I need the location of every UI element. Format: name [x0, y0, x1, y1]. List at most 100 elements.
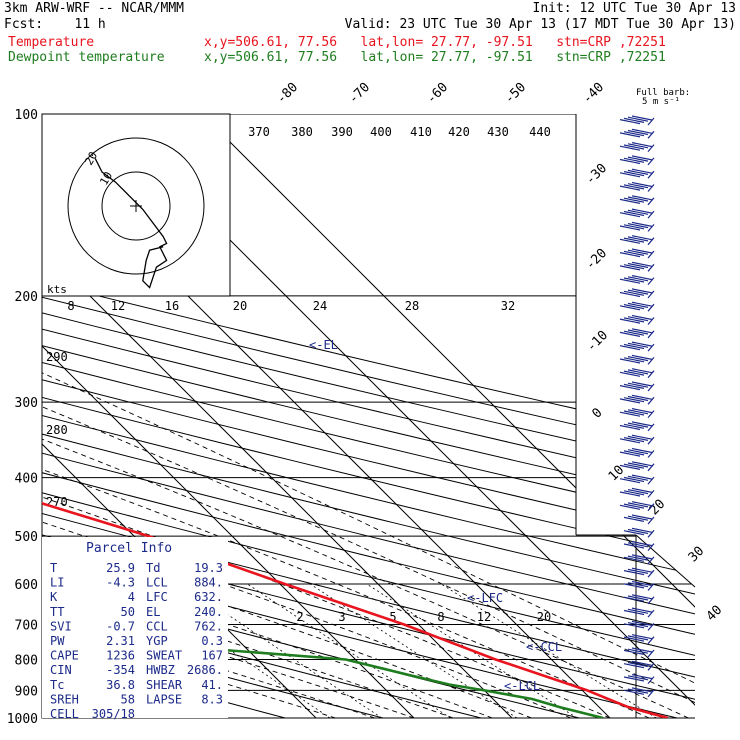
pressure-label: 200	[15, 290, 38, 305]
pressure-label: 1000	[7, 712, 38, 727]
isotherm-label: -20	[583, 246, 610, 273]
wind-barb-flag	[623, 530, 645, 536]
wind-barb-flag	[623, 609, 645, 616]
wind-barb	[619, 368, 655, 379]
parcel-label: Tc	[50, 678, 64, 692]
parcel-label: LFC	[146, 590, 168, 604]
wind-barb-flag	[623, 623, 645, 629]
wind-barb-flag	[627, 329, 649, 335]
wind-barb	[619, 354, 655, 365]
isotherm-label: -60	[424, 80, 451, 107]
parcel-value: 2.31	[106, 634, 135, 648]
wind-barb	[619, 275, 655, 285]
wind-barb-flag	[623, 343, 645, 350]
el-annotation: <-EL	[309, 338, 338, 352]
wind-barb	[619, 474, 655, 485]
wind-barb-flag	[631, 647, 653, 653]
wind-barb-flag	[619, 451, 641, 457]
pressure-label: 100	[15, 108, 38, 123]
parcel-value: 2686.	[187, 663, 223, 677]
wind-barb-flag	[631, 594, 653, 600]
wind-barb-flag	[619, 411, 641, 417]
wind-barb-flag	[631, 607, 653, 613]
isotherm-label: -50	[502, 80, 529, 107]
wind-barb-staff	[647, 636, 655, 645]
dry-adiabat	[42, 114, 695, 718]
wind-barb	[619, 208, 655, 219]
wind-barb-flag	[619, 438, 641, 444]
hodograph-ring-label: 20	[82, 150, 100, 168]
parcel-label: LI	[50, 576, 64, 590]
wind-barb-flag	[623, 490, 645, 496]
wind-barb-flag	[623, 171, 645, 177]
parcel-value: 41.	[201, 678, 223, 692]
wind-barb-flag	[619, 424, 641, 431]
wind-barb-flag	[631, 394, 653, 400]
wind-barb-flag	[623, 237, 645, 243]
wind-barb-flag	[623, 676, 645, 682]
theta-label: 430	[487, 125, 509, 139]
wind-barb-staff	[647, 583, 655, 591]
isotherm-label: 40	[704, 603, 726, 625]
wind-barb-flag	[631, 301, 653, 307]
wind-barb-staff	[647, 436, 655, 445]
wind-barb-flag	[627, 449, 649, 455]
wind-barb-flag	[631, 235, 653, 241]
wind-barb-flag	[627, 475, 649, 481]
moist-adiabat	[42, 267, 571, 718]
wind-barb-flag	[631, 461, 653, 467]
parcel-label: CELL	[50, 707, 79, 721]
forecast-hour: Fcst: 11 h	[4, 17, 106, 32]
wind-barb-staff	[647, 250, 655, 259]
parcel-value: -0.7	[106, 619, 135, 633]
pressure-label: 900	[15, 684, 38, 699]
dewpoint-curve	[42, 114, 604, 718]
parcel-value: 25.9	[106, 561, 135, 575]
wind-barb-flag	[627, 661, 649, 668]
mixing-ratio-line	[309, 583, 518, 718]
wind-barb-flag	[627, 116, 649, 122]
wind-barb-flag	[623, 410, 645, 416]
wind-barb-flag	[619, 265, 641, 271]
wind-barb-flag	[623, 250, 645, 256]
wind-barb	[619, 221, 655, 232]
theta-label: 370	[248, 125, 270, 139]
parcel-value: 167	[201, 649, 223, 663]
parcel-value: 50	[121, 605, 135, 619]
wind-barb-flag	[631, 328, 653, 334]
parcel-value: 58	[121, 692, 135, 706]
wind-barb-flag	[631, 288, 653, 294]
wind-barb-staff	[647, 569, 655, 578]
wind-barb	[619, 248, 655, 259]
wind-barb-flag	[619, 252, 641, 258]
wind-barb-staff	[647, 463, 655, 472]
wind-barb-flag	[619, 158, 641, 165]
parcel-value: 762.	[194, 619, 223, 633]
wind-barb-flag	[623, 503, 645, 509]
wind-barb-staff	[647, 529, 655, 538]
mixing-ratio-label: 20	[537, 610, 551, 624]
parcel-label: PW	[50, 634, 65, 648]
wind-barb-staff	[647, 516, 655, 525]
wind-barb-flag	[623, 277, 645, 283]
wind-barb	[619, 434, 655, 445]
wind-barb-staff	[647, 476, 655, 485]
pressure-label: 700	[15, 618, 38, 633]
dry-adiabat	[42, 114, 434, 718]
wind-barb-flag	[627, 369, 649, 375]
wind-barb-flag	[623, 197, 645, 203]
wind-barb-flag	[627, 382, 649, 388]
wind-barb	[623, 607, 655, 618]
wind-barb-flag	[623, 450, 645, 456]
mixing-ratio-label: 12	[477, 610, 491, 624]
wind-barb-flag	[623, 383, 645, 389]
wind-barb-staff	[647, 503, 655, 512]
wind-barb-flag	[619, 385, 641, 391]
wind-barb-flag	[631, 501, 653, 507]
wind-barb-staff	[647, 662, 655, 671]
temperature-curve	[42, 114, 669, 718]
wind-barb-flag	[627, 555, 649, 561]
wind-barb-staff	[647, 383, 655, 392]
wind-barb-flag	[623, 423, 645, 429]
wind-barb-flag	[619, 358, 641, 364]
